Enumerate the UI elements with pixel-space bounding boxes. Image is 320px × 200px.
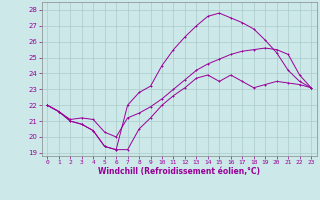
X-axis label: Windchill (Refroidissement éolien,°C): Windchill (Refroidissement éolien,°C) [98, 167, 260, 176]
